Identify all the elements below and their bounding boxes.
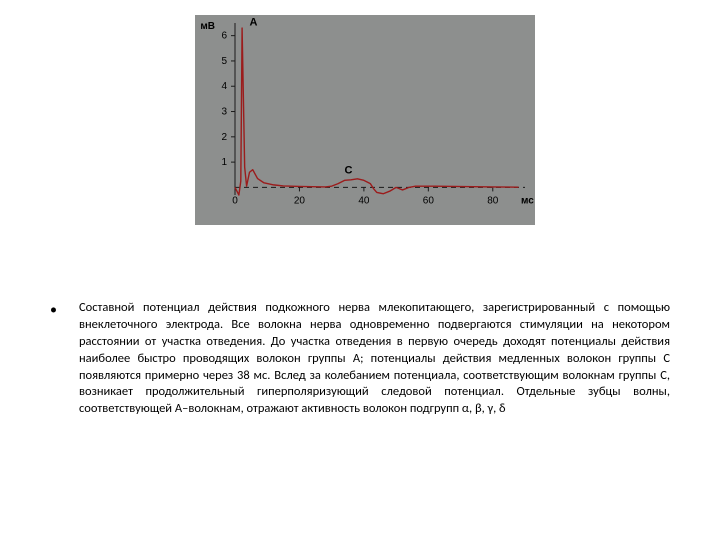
svg-text:1: 1 bbox=[221, 157, 227, 168]
page: 123456020406080мВмсAC • Составной потенц… bbox=[0, 0, 720, 540]
svg-text:3: 3 bbox=[221, 107, 227, 118]
svg-text:4: 4 bbox=[221, 81, 227, 92]
svg-text:80: 80 bbox=[487, 195, 499, 206]
bullet: • bbox=[50, 302, 57, 319]
svg-text:2: 2 bbox=[221, 132, 227, 143]
svg-text:C: C bbox=[345, 165, 353, 177]
svg-text:мс: мс bbox=[521, 195, 534, 206]
svg-text:5: 5 bbox=[221, 56, 227, 67]
svg-text:40: 40 bbox=[358, 195, 370, 206]
caption-row: • Составной потенциал действия подкожног… bbox=[50, 300, 670, 418]
chart-svg: 123456020406080мВмсAC bbox=[195, 15, 535, 225]
svg-text:6: 6 bbox=[221, 31, 227, 42]
caption-text: Составной потенциал действия подкожного … bbox=[79, 300, 670, 418]
svg-text:A: A bbox=[250, 17, 258, 29]
svg-text:60: 60 bbox=[423, 195, 435, 206]
svg-text:0: 0 bbox=[232, 195, 238, 206]
figure: 123456020406080мВмсAC bbox=[195, 15, 535, 225]
svg-text:мВ: мВ bbox=[200, 21, 215, 32]
svg-text:20: 20 bbox=[294, 195, 306, 206]
